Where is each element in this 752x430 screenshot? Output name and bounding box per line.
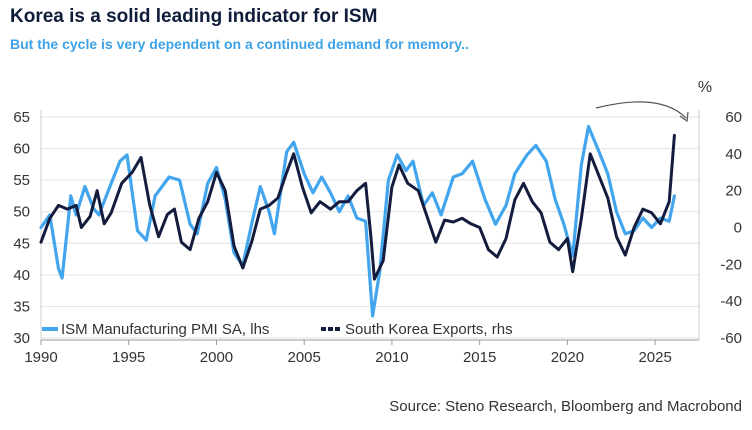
annotation-arrow xyxy=(595,101,687,119)
x-tick-label-2025: 2025 xyxy=(638,349,671,366)
series-line-korea-exports xyxy=(39,133,676,281)
x-tick-label-2010: 2010 xyxy=(375,349,408,366)
right-tick-label--20: -20 xyxy=(720,256,742,273)
chart-subtitle: But the cycle is very dependent on a con… xyxy=(10,36,469,52)
legend-label-korea: South Korea Exports, rhs xyxy=(345,321,513,338)
chart-plot: 1990 1995 2000 2005 2010 2015 2020 2025 30 35 40 4… xyxy=(13,79,742,366)
left-tick-label-35: 35 xyxy=(13,298,30,315)
right-tick-label-0: 0 xyxy=(734,220,742,237)
x-tick-label-2015: 2015 xyxy=(463,349,496,366)
series-line-ism-pmi xyxy=(39,124,676,318)
legend: ISM Manufacturing PMI SA, lhs South Kore… xyxy=(42,321,513,338)
series-layer xyxy=(39,124,676,318)
right-tick-label-20: 20 xyxy=(725,183,742,200)
x-axis-ticks: 1990 1995 2000 2005 2010 2015 2020 2025 xyxy=(24,340,672,366)
left-axis-ticks: 30 35 40 45 50 55 60 65 xyxy=(13,109,30,347)
left-tick-label-40: 40 xyxy=(13,267,30,284)
x-tick-label-1990: 1990 xyxy=(24,349,57,366)
chart-title: Korea is a solid leading indicator for I… xyxy=(10,6,378,27)
left-tick-label-65: 65 xyxy=(13,109,30,126)
left-tick-label-30: 30 xyxy=(13,330,30,347)
gridlines xyxy=(41,116,699,339)
source-note: Source: Steno Research, Bloomberg and Ma… xyxy=(389,398,742,415)
right-tick-label--60: -60 xyxy=(720,330,742,347)
left-tick-label-55: 55 xyxy=(13,172,30,189)
right-tick-label-40: 40 xyxy=(725,146,742,163)
x-tick-label-2005: 2005 xyxy=(288,349,321,366)
right-axis-unit-label: % xyxy=(698,79,712,96)
left-tick-label-45: 45 xyxy=(13,235,30,252)
x-tick-label-2000: 2000 xyxy=(200,349,233,366)
x-tick-label-1995: 1995 xyxy=(112,349,145,366)
right-tick-label-60: 60 xyxy=(725,109,742,126)
left-tick-label-50: 50 xyxy=(13,204,30,221)
left-tick-label-60: 60 xyxy=(13,141,30,158)
annotation-arrowhead xyxy=(679,111,689,123)
right-axis-ticks: -60 -40 -20 0 20 40 60 xyxy=(720,109,742,347)
x-tick-label-2020: 2020 xyxy=(551,349,584,366)
right-tick-label--40: -40 xyxy=(720,293,742,310)
legend-label-ism: ISM Manufacturing PMI SA, lhs xyxy=(61,321,269,338)
